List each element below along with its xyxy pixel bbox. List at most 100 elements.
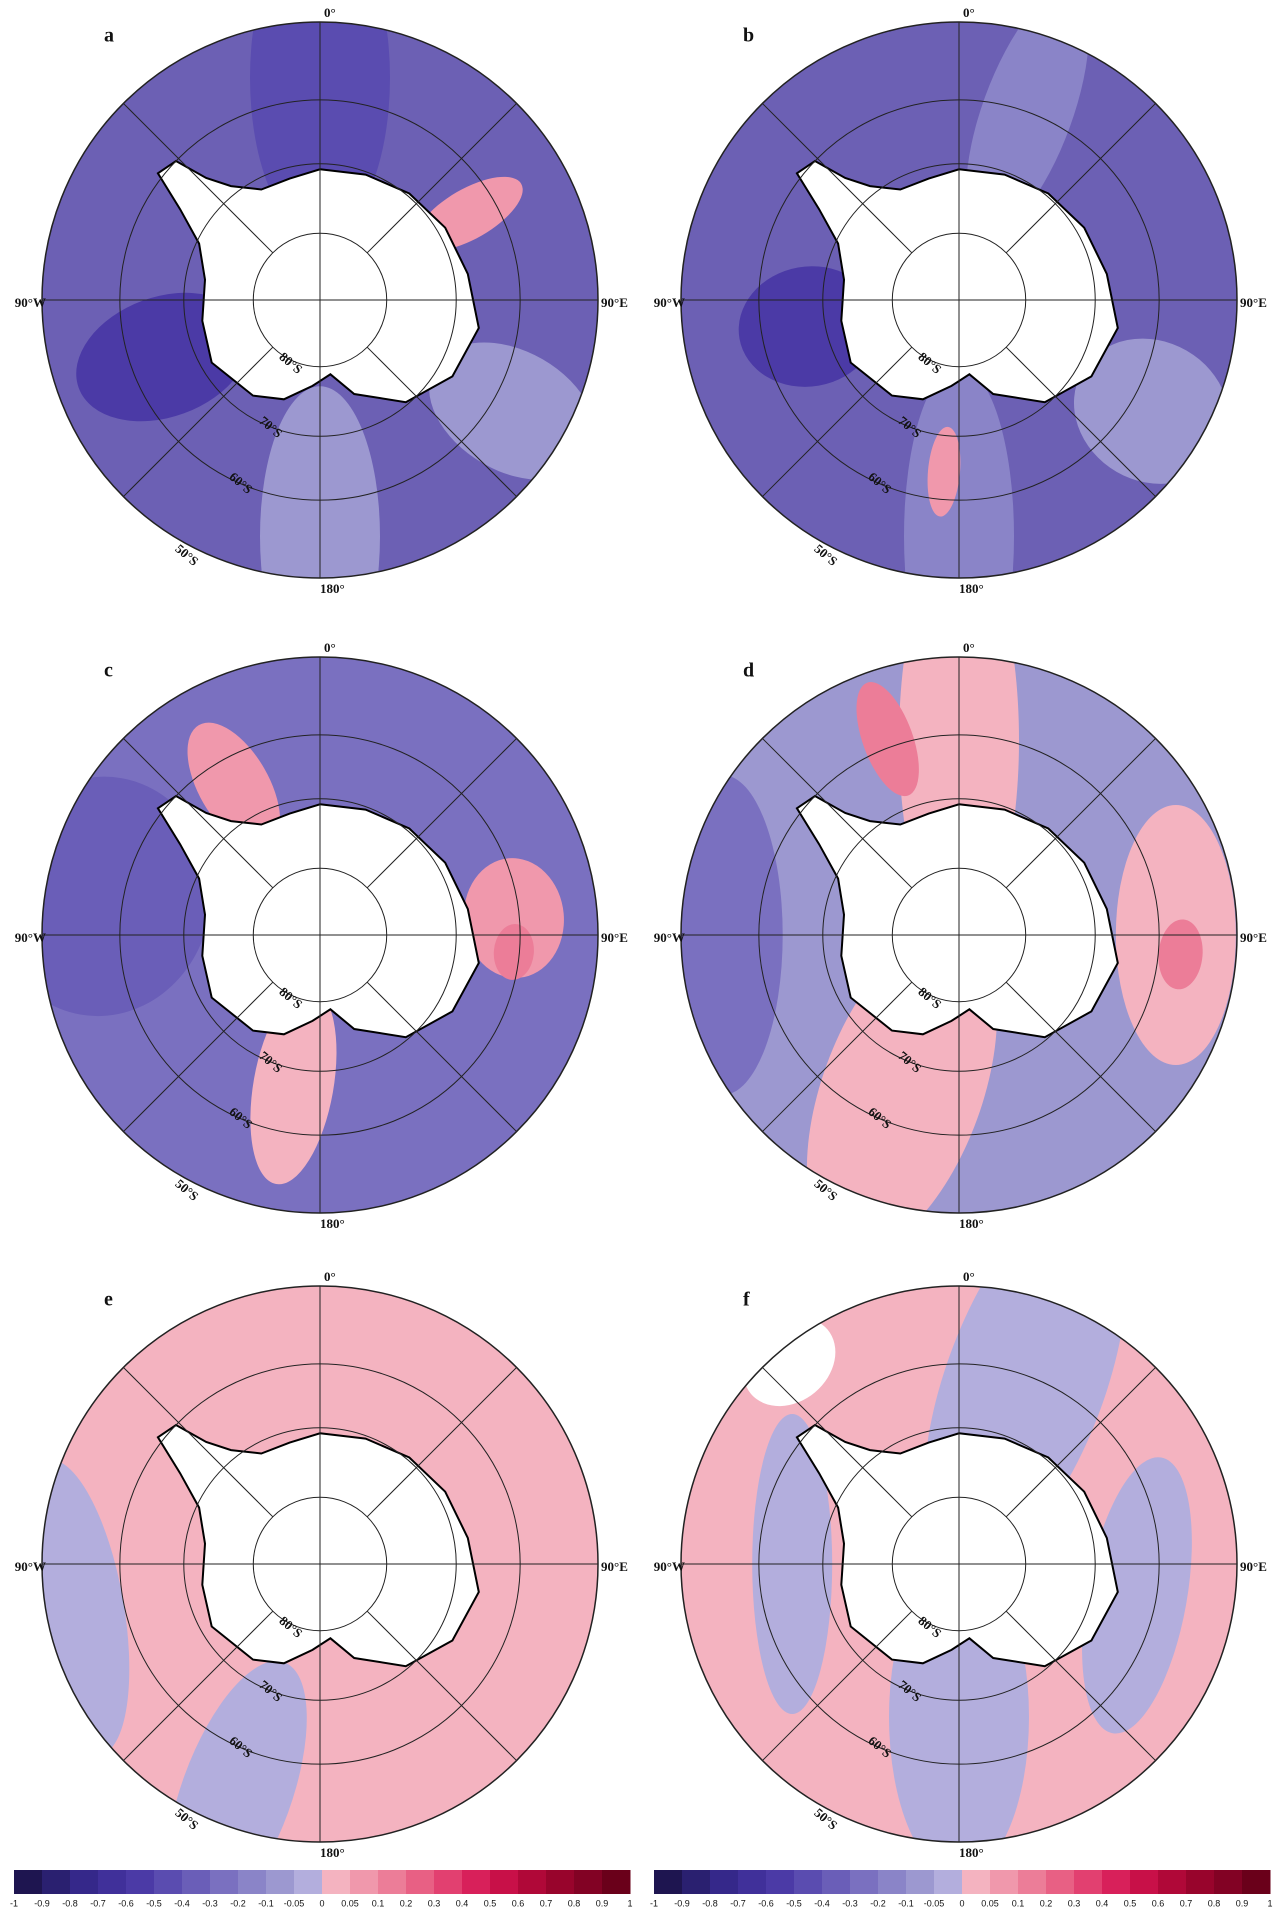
colorbar-box	[42, 1870, 71, 1894]
colorbar-tick-label: -0.8	[62, 1898, 78, 1908]
colorbar-box	[602, 1870, 631, 1894]
panel-label: b	[743, 25, 754, 47]
colorbar-tick-label: 0.05	[981, 1898, 999, 1908]
colorbar-box	[210, 1870, 239, 1894]
colorbar-box	[1018, 1870, 1047, 1894]
colorbar-tick-label: -1	[650, 1898, 658, 1908]
colorbar-box	[434, 1870, 463, 1894]
colorbar-box	[322, 1870, 351, 1894]
map-panel: f0°180°90°E90°W80°S70°S60°S50°S	[654, 1166, 1267, 1877]
lon-label: 90°W	[15, 295, 46, 310]
colorbar-tick-label: -0.3	[202, 1898, 218, 1908]
colorbar-box	[934, 1870, 963, 1894]
colorbar-tick-label: -0.9	[674, 1898, 690, 1908]
lon-label: 90°E	[1240, 295, 1267, 310]
colorbar-tick-label: 0.1	[372, 1898, 385, 1908]
colorbar-tick-label: 0.2	[400, 1898, 413, 1908]
colorbar-tick-label: 0.1	[1012, 1898, 1025, 1908]
colorbar-tick-label: -0.05	[924, 1898, 945, 1908]
colorbar-box	[126, 1870, 155, 1894]
colorbar-tick-label: -0.7	[730, 1898, 746, 1908]
colorbar-box	[1074, 1870, 1103, 1894]
colorbar-tick-label: 0	[319, 1898, 324, 1908]
colorbar-box	[238, 1870, 267, 1894]
colorbar-box	[710, 1870, 739, 1894]
panel-label: c	[104, 660, 113, 682]
colorbar-box	[1158, 1870, 1187, 1894]
colorbar-box	[154, 1870, 183, 1894]
colorbar-tick-label: -1	[10, 1898, 18, 1908]
colorbar-tick-label: -0.5	[786, 1898, 802, 1908]
colorbar-box	[490, 1870, 519, 1894]
map-panel: b0°180°90°E90°W80°S70°S60°S50°S	[654, 0, 1267, 706]
colorbar-box	[738, 1870, 767, 1894]
lon-label: 90°E	[1240, 930, 1267, 945]
colorbar-tick-label: -0.6	[758, 1898, 774, 1908]
colorbar-tick-label: 0.5	[484, 1898, 497, 1908]
colorbar-box	[850, 1870, 879, 1894]
colorbar-tick-label: 0.6	[1152, 1898, 1165, 1908]
colorbar-box	[406, 1870, 435, 1894]
colorbar-tick-label: -0.8	[702, 1898, 718, 1908]
colorbar-tick-label: 0.7	[1180, 1898, 1193, 1908]
lon-label: 0°	[963, 5, 975, 20]
colorbar-box	[1214, 1870, 1243, 1894]
lon-label: 0°	[324, 1269, 336, 1284]
lon-label: 180°	[320, 581, 345, 596]
colorbar-tick-label: 0.3	[1068, 1898, 1081, 1908]
colorbar-tick-label: 0.9	[1236, 1898, 1249, 1908]
panel-label: d	[743, 660, 754, 682]
colorbar-box	[1186, 1870, 1215, 1894]
colorbar-tick-label: -0.9	[34, 1898, 50, 1908]
map-field	[681, 0, 1256, 706]
colorbar-box	[1130, 1870, 1159, 1894]
colorbar-tick-label: 0.7	[540, 1898, 553, 1908]
figure: a0°180°90°E90°W80°S70°S60°S50°Sb0°180°90…	[0, 0, 1279, 1914]
colorbar-box	[962, 1870, 991, 1894]
colorbar-tick-label: -0.4	[814, 1898, 830, 1908]
lon-label: 0°	[324, 5, 336, 20]
colorbar-tick-label: 0.4	[1096, 1898, 1109, 1908]
colorbar-tick-label: 0	[959, 1898, 964, 1908]
lon-label: 90°E	[1240, 1559, 1267, 1574]
lon-label: 180°	[320, 1216, 345, 1231]
map-field	[663, 540, 1237, 1278]
colorbar-tick-label: 1	[627, 1898, 632, 1908]
colorbar-box	[14, 1870, 43, 1894]
colorbar-box	[266, 1870, 295, 1894]
colorbar-box	[98, 1870, 127, 1894]
panel-label: e	[104, 1289, 113, 1311]
colorbar-box	[1046, 1870, 1075, 1894]
colorbar-box	[990, 1870, 1019, 1894]
colorbar-box	[654, 1870, 683, 1894]
colorbar-box	[70, 1870, 99, 1894]
colorbar: -1-0.9-0.8-0.7-0.6-0.5-0.4-0.3-0.2-0.1-0…	[10, 1870, 633, 1908]
colorbar-box	[1102, 1870, 1131, 1894]
colorbar-tick-label: 0.9	[596, 1898, 609, 1908]
colorbar-box	[794, 1870, 823, 1894]
colorbar-box	[182, 1870, 211, 1894]
colorbar-box	[518, 1870, 547, 1894]
colorbar-box	[878, 1870, 907, 1894]
colorbar-box	[574, 1870, 603, 1894]
colorbar-tick-label: -0.3	[842, 1898, 858, 1908]
colorbar-tick-label: -0.7	[90, 1898, 106, 1908]
map-panel: c0°180°90°E90°W80°S70°S60°S50°S	[0, 640, 628, 1231]
colorbar-tick-label: 0.4	[456, 1898, 469, 1908]
lon-label: 90°E	[601, 930, 628, 945]
colorbar-box	[378, 1870, 407, 1894]
colorbar-tick-label: 0.8	[1208, 1898, 1221, 1908]
colorbar-tick-label: -0.1	[258, 1898, 274, 1908]
colorbar-tick-label: -0.5	[146, 1898, 162, 1908]
lon-label: 90°E	[601, 1559, 628, 1574]
lon-label: 0°	[324, 640, 336, 655]
lon-label: 90°W	[654, 1559, 685, 1574]
lon-label: 0°	[963, 1269, 975, 1284]
lon-label: 90°W	[654, 930, 685, 945]
colorbar-tick-label: 0.05	[341, 1898, 359, 1908]
colorbar-box	[682, 1870, 711, 1894]
map-field	[0, 1286, 598, 1914]
map-panel: d0°180°90°E90°W80°S70°S60°S50°S	[654, 540, 1267, 1278]
colorbar-box	[294, 1870, 323, 1894]
panel-label: a	[104, 25, 114, 47]
